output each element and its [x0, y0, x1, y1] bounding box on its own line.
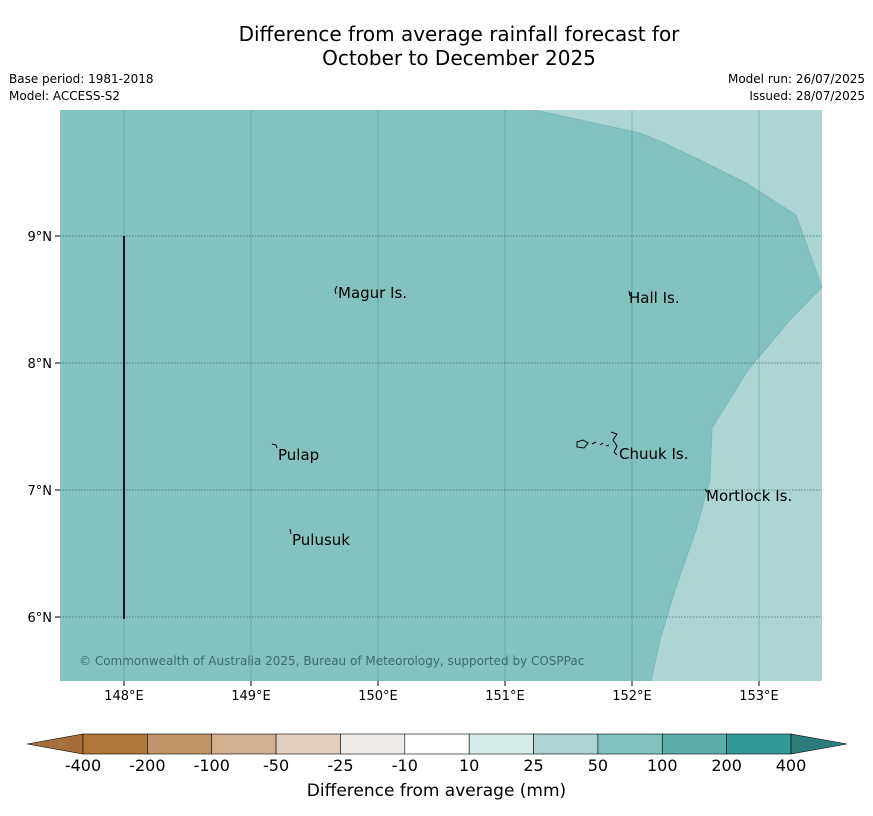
lon-tick-152e: 152°E: [612, 689, 652, 704]
lat-tick-6n: 6°N: [28, 611, 53, 626]
island-chuuk-lagoon: [576, 431, 618, 456]
colorbar-tick-label: 400: [776, 756, 807, 775]
colorbar-tick-label: -50: [263, 756, 289, 775]
place-label-magur: Magur Is.: [338, 284, 407, 302]
model-name: Model: ACCESS-S2: [9, 89, 121, 103]
base-period: Base period: 1981-2018: [9, 72, 154, 86]
island-pulap: [271, 443, 278, 449]
colorbar-segment: [340, 733, 406, 755]
place-label-chuuk: Chuuk Is.: [619, 445, 688, 463]
island-hall: [628, 290, 631, 297]
title-line-1: Difference from average rainfall forecas…: [238, 22, 680, 46]
colorbar: -400 -200 -100 -50 -25 -10 10 25 50 100 200 400: [26, 733, 848, 775]
colorbar-tick-label: 100: [647, 756, 678, 775]
place-label-hall: Hall Is.: [629, 289, 680, 307]
colorbar-tick-label: -10: [392, 756, 418, 775]
island-magur: [334, 285, 338, 295]
longitude-tick-marks: [123, 681, 760, 686]
island-outlines: [271, 285, 708, 535]
colorbar-tick-label: -100: [194, 756, 230, 775]
colorbar-segment: [597, 733, 663, 755]
map-title: Difference from average rainfall forecas…: [0, 22, 873, 70]
colorbar-extend-low: [26, 733, 84, 755]
colorbar-tick-label: -25: [327, 756, 353, 775]
colorbar-segment: [533, 733, 599, 755]
rainfall-band-25-50: [651, 287, 822, 681]
place-label-mortlock: Mortlock Is.: [706, 487, 792, 505]
info-right: Model run: 26/07/2025 Issued: 28/07/2025: [728, 71, 865, 105]
band-boundary: [534, 109, 823, 682]
title-line-2: October to December 2025: [322, 46, 596, 70]
place-label-pulap: Pulap: [278, 446, 319, 464]
lon-tick-151e: 151°E: [485, 689, 525, 704]
lon-tick-149e: 149°E: [231, 689, 271, 704]
issued-date: Issued: 28/07/2025: [749, 89, 865, 103]
colorbar-tick-label: 50: [588, 756, 608, 775]
colorbar-tick-label: 10: [459, 756, 479, 775]
lon-tick-153e: 153°E: [739, 689, 779, 704]
colorbar-segment: [147, 733, 213, 755]
colorbar-segment: [726, 733, 792, 755]
info-left: Base period: 1981-2018 Model: ACCESS-S2: [9, 71, 154, 105]
colorbar-tick-label: -200: [129, 756, 165, 775]
colorbar-segment: [468, 733, 534, 755]
colorbar-label: Difference from average (mm): [306, 781, 567, 801]
copyright-notice: © Commonwealth of Australia 2025, Bureau…: [79, 654, 584, 668]
lat-tick-9n: 9°N: [28, 230, 53, 245]
lat-tick-7n: 7°N: [28, 484, 53, 499]
colorbar-tick-label: 25: [523, 756, 543, 775]
place-label-pulusuk: Pulusuk: [292, 531, 350, 549]
colorbar-tick-label: 200: [711, 756, 742, 775]
longitude-gridlines: [123, 110, 760, 681]
latitude-ticks: 9°N 8°N 7°N 6°N: [28, 230, 53, 626]
island-pulusuk: [289, 528, 292, 535]
latitude-gridlines: [60, 235, 822, 618]
lon-tick-148e: 148°E: [104, 689, 144, 704]
latitude-tick-marks: [55, 235, 60, 618]
rainfall-band-25-50: [535, 110, 822, 287]
lon-tick-150e: 150°E: [358, 689, 398, 704]
colorbar-segment: [82, 733, 148, 755]
colorbar-segment: [211, 733, 277, 755]
colorbar-segment: [661, 733, 727, 755]
colorbar-segment: [275, 733, 341, 755]
model-run: Model run: 26/07/2025: [727, 72, 865, 86]
colorbar-tick-label: -400: [65, 756, 101, 775]
colorbar-segment: [404, 733, 470, 755]
longitude-ticks: 148°E 149°E 150°E 151°E 152°E 153°E: [104, 689, 779, 704]
colorbar-extend-high: [790, 733, 848, 755]
island-mortlock: [704, 488, 708, 493]
lat-tick-8n: 8°N: [28, 357, 53, 372]
